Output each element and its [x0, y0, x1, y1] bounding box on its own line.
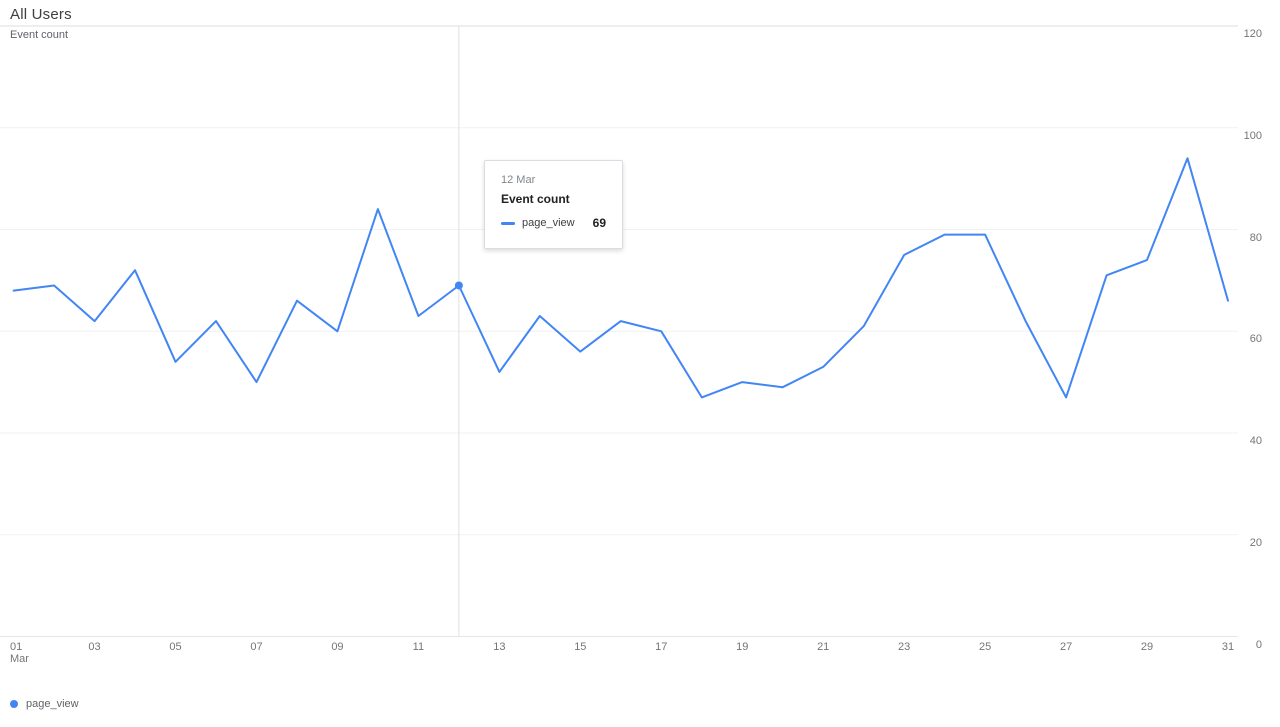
x-axis-month-label: Mar	[10, 653, 29, 665]
x-axis-tick-19: 19	[736, 641, 749, 653]
chart-tooltip: 12 Mar Event count page_view 69	[484, 160, 623, 249]
y-axis-tick-0: 0	[1255, 638, 1262, 651]
x-axis-tick-11: 11	[412, 641, 425, 653]
y-axis-tick-100: 100	[1243, 129, 1262, 142]
tooltip-series-value: 69	[592, 216, 606, 230]
x-axis-tick-05: 05	[169, 641, 182, 653]
x-axis-tick-13: 13	[493, 641, 506, 653]
tooltip-series-name: page_view	[522, 217, 575, 229]
x-axis-tick-31: 31	[1221, 641, 1235, 653]
x-axis-tick-09: 09	[331, 641, 344, 653]
legend-series-label: page_view	[26, 698, 79, 710]
x-axis-tick-21: 21	[817, 641, 830, 653]
x-axis-tick-29: 29	[1140, 641, 1154, 653]
y-axis-tick-40: 40	[1249, 435, 1262, 447]
x-axis-tick-01: 01 Mar	[10, 641, 29, 665]
chart-legend[interactable]: page_view	[10, 698, 79, 710]
x-axis-tick-07: 07	[250, 641, 263, 653]
tooltip-date: 12 Mar	[501, 174, 536, 186]
x-axis-tick-25: 25	[978, 641, 992, 653]
highlighted-data-point[interactable]	[454, 281, 463, 290]
x-axis-tick-17: 17	[655, 641, 668, 653]
x-axis-tick-03: 03	[88, 641, 101, 653]
x-axis-tick-15: 15	[574, 641, 587, 653]
series-color-dash-icon	[501, 221, 515, 225]
y-axis-tick-120: 120	[1243, 28, 1262, 40]
y-axis-tick-80: 80	[1249, 231, 1262, 244]
y-axis-tick-20: 20	[1249, 536, 1262, 549]
tooltip-series-row: page_view 69	[501, 216, 606, 230]
x-axis-tick-23: 23	[898, 641, 911, 653]
x-axis-tick-27: 27	[1059, 641, 1073, 653]
metric-label: Event count	[10, 29, 69, 41]
legend-color-dot-icon	[10, 700, 18, 708]
page-title: All Users	[10, 6, 72, 23]
tooltip-metric-title: Event count	[501, 192, 570, 206]
series-line-page_view[interactable]	[12, 157, 1229, 399]
y-axis-tick-60: 60	[1249, 333, 1262, 346]
